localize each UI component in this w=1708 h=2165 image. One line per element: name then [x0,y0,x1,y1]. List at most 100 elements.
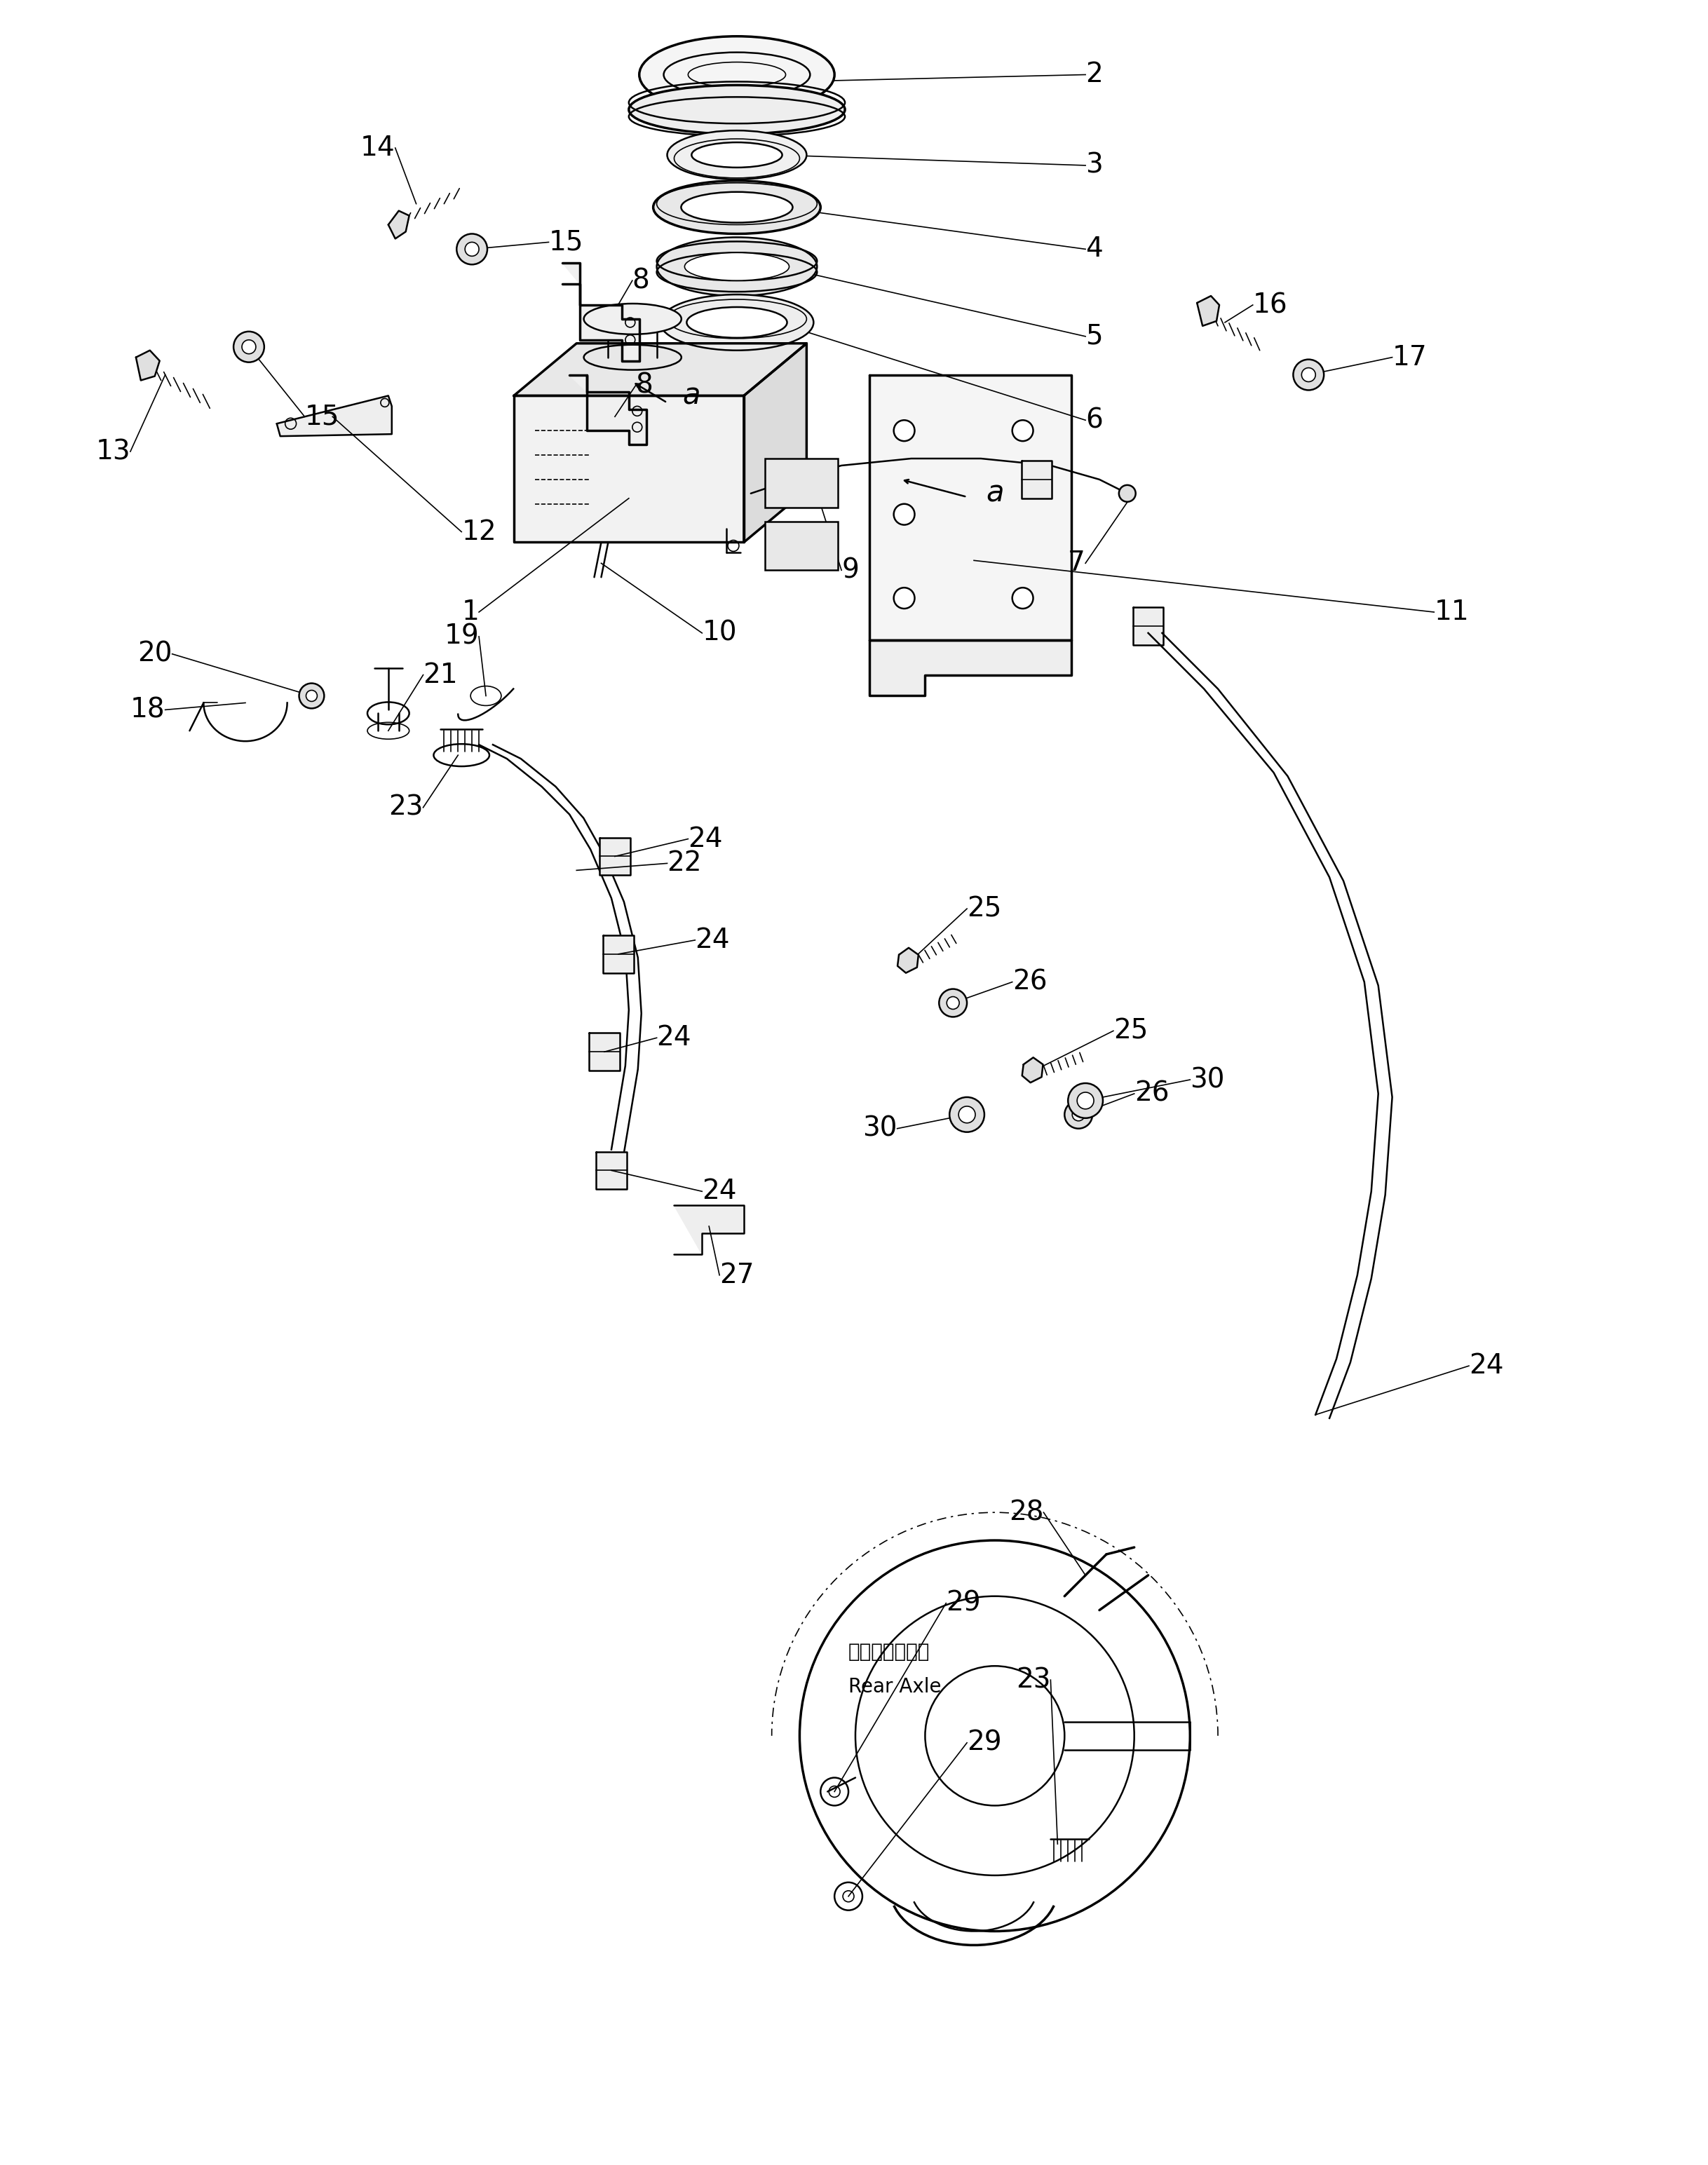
Text: 17: 17 [1392,344,1428,370]
Text: 25: 25 [1114,1018,1148,1044]
Text: 5: 5 [1086,323,1103,351]
Ellipse shape [681,193,793,223]
Ellipse shape [584,303,681,333]
Text: 23: 23 [1016,1667,1050,1693]
Text: 30: 30 [1190,1067,1225,1093]
Ellipse shape [1068,1082,1103,1117]
Ellipse shape [1301,368,1315,381]
Ellipse shape [687,307,787,338]
Polygon shape [1197,297,1220,327]
Text: 8: 8 [635,372,652,398]
Text: a: a [986,478,1004,509]
Text: 7: 7 [1068,550,1086,576]
Text: 16: 16 [1252,292,1288,318]
Ellipse shape [1293,359,1324,390]
Ellipse shape [629,84,845,134]
Text: 26: 26 [1013,968,1047,996]
Text: 24: 24 [688,825,722,853]
Text: 15: 15 [304,403,340,431]
Ellipse shape [893,504,915,524]
Text: 22: 22 [668,851,702,877]
Text: Rear Axle: Rear Axle [849,1678,941,1697]
Polygon shape [1021,461,1052,498]
Bar [765,522,839,569]
Text: 8: 8 [632,266,649,294]
Text: 19: 19 [444,624,478,650]
Text: 18: 18 [130,697,166,723]
Ellipse shape [939,989,967,1018]
Text: 25: 25 [967,896,1001,922]
Text: 21: 21 [424,662,458,688]
Ellipse shape [1064,1100,1093,1128]
Polygon shape [277,396,391,435]
Text: 27: 27 [719,1262,755,1288]
Ellipse shape [465,242,478,255]
Polygon shape [562,264,639,362]
Ellipse shape [456,234,487,264]
Ellipse shape [946,996,960,1009]
Ellipse shape [299,684,325,708]
Ellipse shape [668,130,806,180]
Polygon shape [137,351,159,381]
Polygon shape [514,396,745,541]
Text: 6: 6 [1086,407,1103,433]
Ellipse shape [1078,1093,1093,1108]
Text: 2: 2 [1086,61,1103,89]
Polygon shape [589,1033,620,1072]
Polygon shape [897,948,919,972]
Text: 20: 20 [137,641,173,667]
Text: 11: 11 [1435,600,1469,626]
Ellipse shape [950,1098,984,1132]
Ellipse shape [893,420,915,442]
Ellipse shape [692,143,782,167]
Text: 12: 12 [461,517,497,546]
Ellipse shape [1119,485,1136,502]
Ellipse shape [685,253,789,281]
Ellipse shape [1073,1108,1085,1121]
Text: 23: 23 [388,795,424,821]
Polygon shape [1132,606,1163,645]
Text: 24: 24 [1469,1353,1503,1379]
Text: 30: 30 [863,1115,897,1141]
Polygon shape [569,375,646,444]
Ellipse shape [1013,420,1033,442]
Text: 29: 29 [967,1730,1001,1756]
Text: 4: 4 [1086,236,1103,262]
Text: 15: 15 [548,229,584,255]
Text: リヤーアクスル: リヤーアクスル [849,1643,931,1663]
Polygon shape [869,375,1071,641]
Ellipse shape [958,1106,975,1124]
Text: 14: 14 [360,134,395,160]
Ellipse shape [243,340,256,353]
Polygon shape [745,344,806,541]
Text: 10: 10 [702,619,736,647]
Polygon shape [603,935,634,972]
Polygon shape [596,1152,627,1189]
Ellipse shape [893,587,915,608]
Text: 9: 9 [842,556,859,585]
Text: 26: 26 [1134,1080,1168,1106]
Text: 24: 24 [702,1178,736,1204]
Ellipse shape [1013,587,1033,608]
Polygon shape [388,210,410,238]
Ellipse shape [639,37,835,113]
Text: 13: 13 [96,437,130,465]
Polygon shape [1021,1057,1044,1082]
Text: 28: 28 [1009,1498,1044,1526]
Ellipse shape [306,691,318,701]
Ellipse shape [661,294,813,351]
Bar [765,459,839,507]
Polygon shape [869,641,1071,695]
Text: 24: 24 [656,1024,692,1052]
Text: 1: 1 [461,600,478,626]
Ellipse shape [652,180,820,234]
Polygon shape [600,838,630,875]
Polygon shape [514,344,806,396]
Ellipse shape [234,331,265,362]
Polygon shape [675,1206,745,1254]
Text: a: a [683,381,700,411]
Text: 24: 24 [695,927,729,953]
Text: 3: 3 [1086,152,1103,180]
Text: 29: 29 [946,1589,980,1617]
Ellipse shape [656,238,816,297]
